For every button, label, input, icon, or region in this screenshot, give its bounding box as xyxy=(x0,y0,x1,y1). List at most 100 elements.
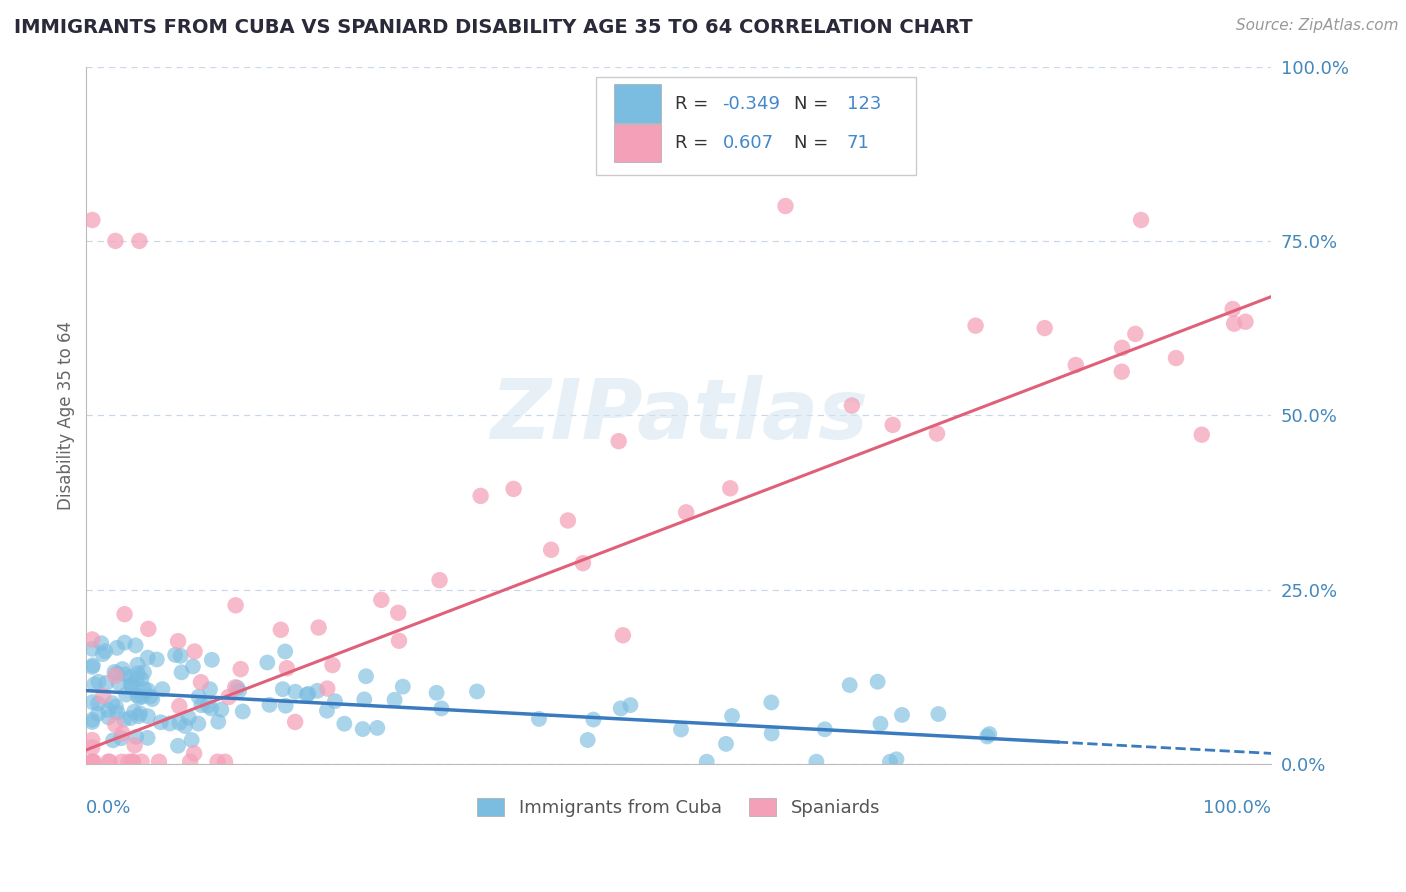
Point xyxy=(470,489,492,503)
Point xyxy=(1164,351,1187,365)
Point xyxy=(979,727,1001,741)
Point xyxy=(761,695,783,709)
Point xyxy=(112,713,135,727)
Point xyxy=(284,714,307,729)
Point xyxy=(170,665,193,680)
Point xyxy=(121,755,143,769)
Point xyxy=(316,681,339,696)
Point xyxy=(179,755,201,769)
Point xyxy=(82,755,104,769)
Point xyxy=(125,672,148,686)
Text: N =: N = xyxy=(793,135,834,153)
Point xyxy=(1222,301,1244,316)
Point xyxy=(226,681,249,695)
Point xyxy=(270,623,292,637)
Point xyxy=(82,213,104,227)
Point xyxy=(104,699,127,714)
Point xyxy=(105,666,128,681)
Point xyxy=(323,694,346,708)
Point xyxy=(271,682,294,697)
Point xyxy=(83,755,105,769)
Point xyxy=(612,628,634,642)
Point xyxy=(1123,326,1146,341)
Point xyxy=(120,711,142,725)
Point xyxy=(430,701,453,715)
Point xyxy=(229,662,252,676)
FancyBboxPatch shape xyxy=(613,85,661,123)
Point xyxy=(353,692,375,706)
Point xyxy=(841,399,863,413)
Point xyxy=(87,706,110,721)
Point xyxy=(879,755,901,769)
Point xyxy=(128,709,150,723)
Point xyxy=(101,733,124,747)
Point xyxy=(1223,317,1246,331)
Point xyxy=(714,737,737,751)
Text: -0.349: -0.349 xyxy=(723,95,780,112)
Point xyxy=(114,667,136,681)
Point xyxy=(104,234,127,248)
Point xyxy=(169,699,191,714)
Point xyxy=(1111,341,1133,355)
Point xyxy=(129,706,152,721)
Point xyxy=(90,636,112,650)
Point xyxy=(148,755,170,769)
Point xyxy=(925,426,948,441)
Point xyxy=(228,683,250,698)
Point xyxy=(117,755,139,769)
Text: 100.0%: 100.0% xyxy=(1204,798,1271,817)
Point xyxy=(224,681,246,695)
Point xyxy=(105,640,128,655)
Point xyxy=(882,417,904,432)
Point xyxy=(82,755,104,769)
Point xyxy=(91,647,114,661)
Point xyxy=(366,721,388,735)
Point xyxy=(131,690,153,704)
Point xyxy=(274,698,297,713)
Point xyxy=(284,685,307,699)
Point xyxy=(333,716,356,731)
Point xyxy=(321,658,343,673)
Point xyxy=(183,747,205,761)
Point xyxy=(207,714,229,729)
Point xyxy=(384,692,406,706)
Point xyxy=(354,669,377,683)
Point xyxy=(187,716,209,731)
Point xyxy=(149,715,172,730)
Point xyxy=(111,662,134,676)
Point xyxy=(718,481,741,495)
Point xyxy=(976,730,998,744)
Point xyxy=(124,739,146,753)
Point xyxy=(225,599,247,613)
Point xyxy=(198,682,221,697)
Point xyxy=(127,657,149,672)
Point xyxy=(111,726,134,740)
Point xyxy=(120,678,142,692)
Point xyxy=(136,731,159,745)
Point xyxy=(82,658,104,673)
Point xyxy=(165,648,187,662)
Point xyxy=(114,635,136,649)
Point xyxy=(132,665,155,680)
Point xyxy=(83,677,105,691)
Point xyxy=(127,689,149,703)
Point xyxy=(103,665,125,679)
Point xyxy=(114,607,136,622)
FancyBboxPatch shape xyxy=(613,124,661,162)
Point xyxy=(167,739,190,753)
Point xyxy=(121,678,143,692)
Point xyxy=(82,641,104,656)
Point xyxy=(159,716,181,731)
Point xyxy=(136,683,159,698)
Point xyxy=(609,701,631,715)
Point xyxy=(94,644,117,658)
Point xyxy=(675,505,697,519)
Point xyxy=(174,719,197,733)
Point xyxy=(838,678,860,692)
Point xyxy=(97,755,120,769)
Point xyxy=(104,669,127,683)
Point xyxy=(207,755,229,769)
Point xyxy=(572,556,595,570)
Point xyxy=(721,709,744,723)
Point xyxy=(256,656,278,670)
